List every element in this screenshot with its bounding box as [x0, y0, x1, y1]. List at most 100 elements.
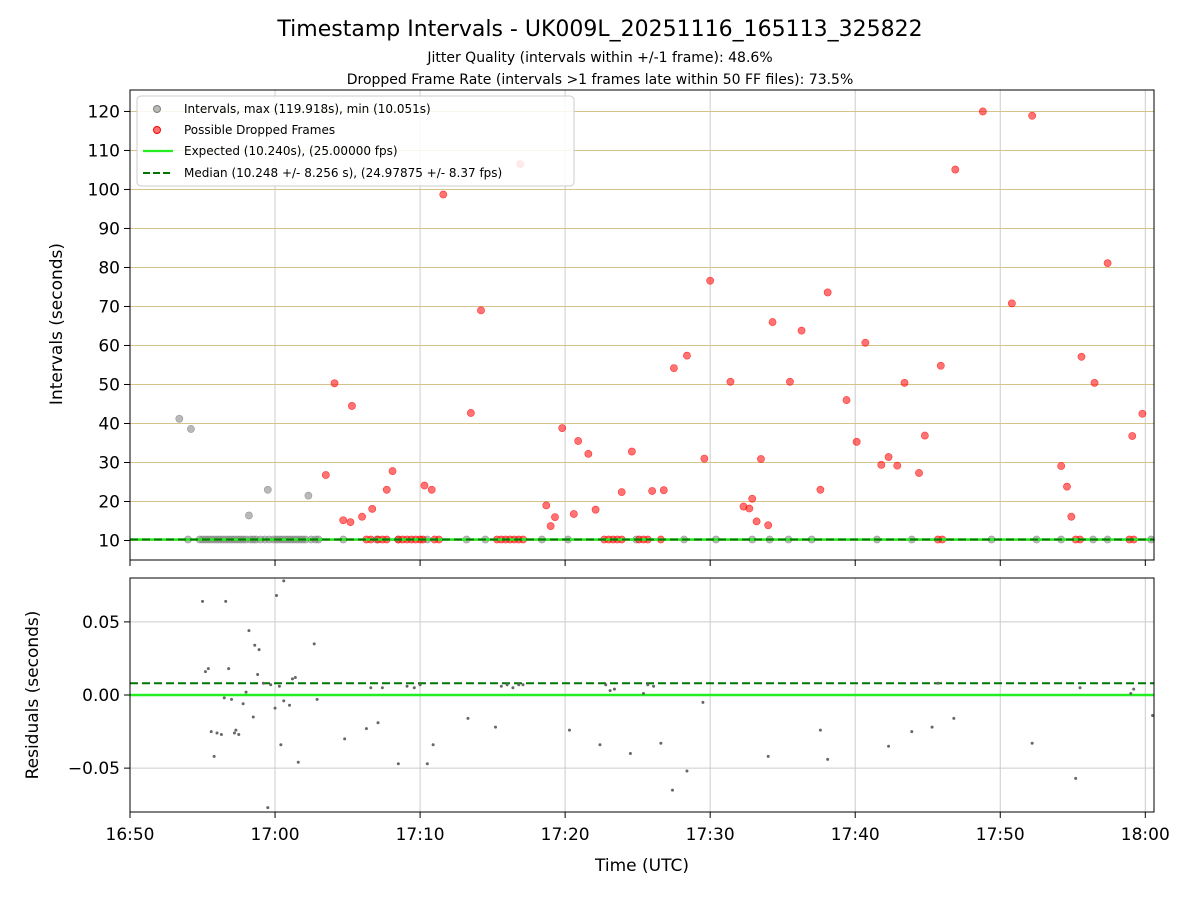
residual-point: [425, 762, 429, 766]
legend-marker-intervals: [153, 105, 161, 113]
dropped-frame-point: [382, 485, 391, 494]
residual-point: [670, 788, 674, 792]
interval-point: [263, 485, 272, 494]
residual-point: [652, 684, 656, 688]
chart-title: Timestamp Intervals - UK009L_20251116_16…: [276, 17, 922, 42]
dropped-frame-point: [466, 409, 475, 417]
residual-point: [256, 673, 260, 677]
dropped-frame-point: [358, 512, 366, 521]
x-tick-label: 16:50: [106, 825, 155, 845]
residual-point: [227, 667, 231, 671]
dropped-frame-point: [700, 454, 709, 463]
residual-point: [1129, 692, 1133, 696]
dropped-frame-point: [852, 437, 861, 446]
residual-point: [232, 731, 236, 735]
residual-point: [247, 629, 251, 633]
residual-point: [274, 594, 278, 598]
residual-point: [376, 721, 380, 725]
residual-point: [405, 684, 409, 688]
bottom-y-tick-label: 0.05: [82, 613, 120, 633]
dropped-frame-point: [1103, 259, 1112, 268]
dropped-frame-point: [558, 424, 567, 433]
dropped-frame-point: [420, 481, 429, 490]
top-y-tick-label: 110: [88, 141, 120, 161]
top-y-tick-label: 30: [98, 453, 120, 473]
x-tick-label: 17:00: [251, 825, 300, 845]
interval-point: [245, 511, 253, 520]
bottom-panel-frame: [129, 577, 1155, 813]
chart-subtitle-jitter: Jitter Quality (intervals within +/-1 fr…: [426, 50, 772, 66]
residual-point: [659, 741, 663, 745]
residual-point: [273, 706, 277, 710]
residual-point: [244, 690, 248, 694]
residual-point: [521, 683, 525, 687]
dropped-frame-point: [330, 379, 339, 388]
bottom-y-tick-label: 0.00: [82, 686, 120, 706]
dropped-frame-point: [752, 517, 761, 526]
bottom-y-tick-label: −0.05: [68, 759, 120, 779]
dropped-frame-point: [823, 288, 832, 297]
dropped-frame-point: [670, 364, 678, 372]
legend: Intervals, max (119.918s), min (10.051s)…: [136, 95, 575, 187]
residual-point: [910, 730, 914, 734]
residual-point: [641, 692, 645, 696]
dropped-frame-point: [1090, 379, 1099, 387]
legend-label-expected: Expected (10.240s), (25.00000 fps): [184, 144, 398, 158]
dropped-frame-point: [748, 494, 757, 503]
residual-point: [224, 599, 228, 603]
dropped-frame-point: [659, 486, 668, 495]
residual-point: [1132, 687, 1136, 691]
dropped-frame-point: [920, 431, 929, 440]
dropped-frame-point: [546, 522, 555, 530]
dropped-frame-point: [768, 318, 777, 326]
dropped-frame-point: [1063, 482, 1071, 491]
residual-point: [230, 697, 234, 701]
legend-label-dropped: Possible Dropped Frames: [184, 123, 335, 137]
x-tick-label: 17:40: [831, 825, 880, 845]
residual-point: [766, 754, 770, 758]
top-y-axis-label: Intervals (seconds): [47, 243, 67, 405]
dropped-frame-point: [726, 377, 735, 386]
residual-point: [279, 743, 283, 747]
residual-point: [219, 732, 223, 736]
residual-point: [701, 700, 705, 704]
residual-point: [646, 683, 650, 687]
residual-point: [499, 684, 503, 688]
top-y-tick-label: 10: [98, 531, 120, 551]
residual-point: [312, 642, 316, 646]
residual-point: [567, 728, 571, 732]
chart-subtitle-dropped: Dropped Frame Rate (intervals >1 frames …: [347, 72, 854, 88]
dropped-frame-point: [439, 190, 448, 199]
dropped-frame-point: [346, 518, 355, 527]
residual-point: [494, 725, 498, 729]
dropped-frame-point: [477, 306, 485, 315]
dropped-frame-point: [1128, 432, 1137, 440]
residual-point: [290, 677, 294, 681]
legend-marker-dropped: [153, 126, 161, 134]
dropped-frame-point: [584, 450, 593, 458]
residual-point: [253, 643, 257, 647]
residual-point: [612, 687, 616, 691]
residual-point: [685, 769, 689, 773]
residual-point: [343, 737, 347, 741]
top-y-tick-label: 60: [98, 336, 120, 356]
residual-point: [261, 681, 265, 685]
x-tick-label: 17:20: [541, 825, 590, 845]
dropped-frame-point: [427, 485, 436, 494]
x-tick-label: 18:00: [1121, 825, 1170, 845]
dropped-frame-point: [936, 361, 945, 370]
dropped-frame-point: [368, 505, 377, 513]
residual-point: [818, 728, 822, 732]
dropped-frame-point: [1028, 111, 1037, 120]
residual-point: [887, 744, 891, 748]
residual-point: [930, 725, 934, 729]
top-y-tick-label: 120: [88, 102, 120, 122]
legend-label-median: Median (10.248 +/- 8.256 s), (24.97875 +…: [184, 166, 502, 180]
dropped-frame-point: [900, 379, 909, 387]
residual-point: [315, 697, 319, 701]
residual-point: [206, 667, 210, 671]
residual-point: [203, 670, 207, 674]
residual-point: [1030, 741, 1034, 745]
residual-point: [511, 686, 515, 690]
